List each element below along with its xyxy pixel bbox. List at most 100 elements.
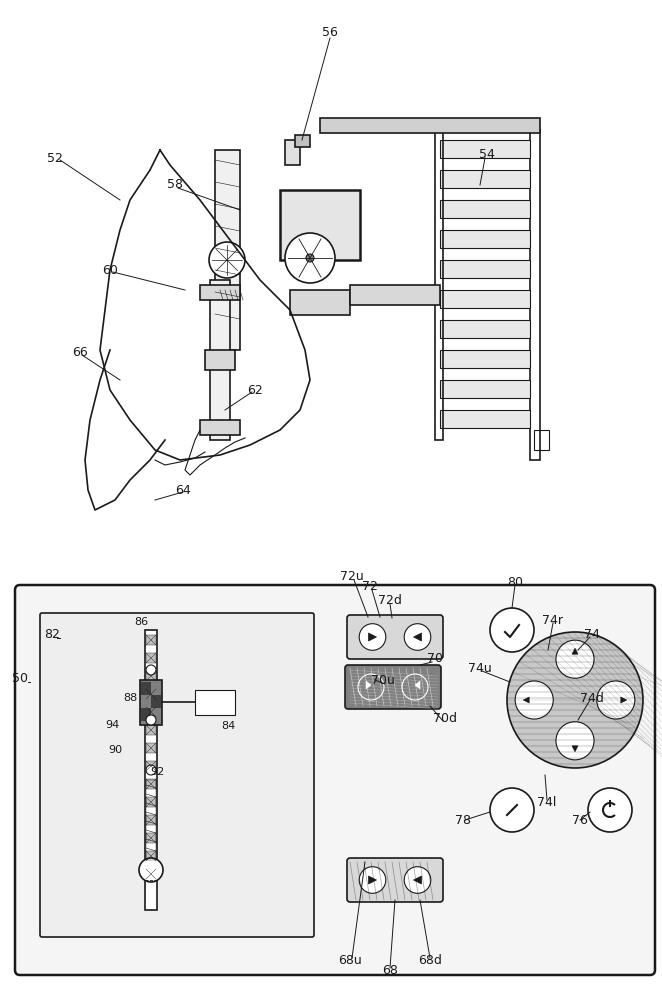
- Circle shape: [404, 624, 431, 650]
- Text: 68u: 68u: [338, 954, 362, 966]
- Bar: [440, 170, 530, 188]
- Circle shape: [588, 788, 632, 832]
- Text: 52: 52: [47, 151, 63, 164]
- Circle shape: [359, 867, 386, 893]
- Circle shape: [306, 254, 314, 262]
- Bar: [146, 780, 156, 860]
- Circle shape: [515, 681, 553, 719]
- Text: 70u: 70u: [371, 674, 395, 688]
- Bar: [146, 815, 156, 825]
- Text: 90: 90: [108, 745, 122, 755]
- Text: 74: 74: [584, 629, 600, 642]
- Circle shape: [285, 233, 335, 283]
- Bar: [440, 320, 530, 338]
- Bar: [146, 779, 156, 789]
- Bar: [435, 130, 443, 440]
- Bar: [534, 430, 549, 450]
- Text: 74r: 74r: [542, 613, 563, 626]
- FancyBboxPatch shape: [15, 585, 655, 975]
- Bar: [146, 653, 156, 663]
- Text: 78: 78: [455, 814, 471, 826]
- Bar: [290, 290, 350, 315]
- Text: 72: 72: [362, 580, 378, 593]
- Bar: [140, 680, 162, 725]
- Bar: [141, 682, 151, 695]
- Text: 74u: 74u: [468, 662, 492, 676]
- Bar: [205, 350, 235, 370]
- Text: 74l: 74l: [538, 796, 557, 808]
- Text: 88: 88: [123, 693, 137, 703]
- Circle shape: [139, 858, 163, 882]
- Circle shape: [209, 242, 245, 278]
- Circle shape: [490, 788, 534, 832]
- Polygon shape: [415, 681, 420, 689]
- Bar: [200, 420, 240, 435]
- FancyBboxPatch shape: [40, 613, 314, 937]
- Text: 86: 86: [134, 617, 148, 627]
- Bar: [530, 130, 540, 460]
- Text: 62: 62: [247, 383, 263, 396]
- Circle shape: [507, 632, 643, 768]
- Bar: [151, 695, 161, 708]
- Text: 94: 94: [105, 720, 119, 730]
- Circle shape: [556, 640, 594, 678]
- Circle shape: [359, 624, 386, 650]
- Circle shape: [596, 681, 635, 719]
- Text: 68: 68: [382, 964, 398, 976]
- Text: 84: 84: [221, 721, 235, 731]
- Polygon shape: [572, 746, 578, 752]
- Bar: [440, 230, 530, 248]
- Bar: [146, 743, 156, 753]
- Text: 54: 54: [479, 148, 495, 161]
- FancyBboxPatch shape: [345, 665, 441, 709]
- Bar: [215, 150, 240, 350]
- FancyBboxPatch shape: [347, 615, 443, 659]
- Text: 50: 50: [12, 672, 28, 684]
- Bar: [195, 690, 235, 715]
- Text: 60: 60: [102, 263, 118, 276]
- Bar: [145, 630, 157, 910]
- Text: 92: 92: [150, 767, 164, 777]
- Bar: [146, 725, 156, 735]
- Polygon shape: [366, 681, 371, 689]
- Bar: [200, 285, 240, 300]
- Polygon shape: [621, 697, 627, 703]
- Text: 70: 70: [427, 652, 443, 666]
- Bar: [440, 260, 530, 278]
- Bar: [440, 200, 530, 218]
- Circle shape: [490, 608, 534, 652]
- Bar: [146, 833, 156, 843]
- Circle shape: [404, 867, 431, 893]
- Text: 80: 80: [507, 576, 523, 588]
- Bar: [146, 869, 156, 879]
- Bar: [146, 671, 156, 681]
- Circle shape: [146, 665, 156, 675]
- Bar: [285, 140, 300, 165]
- Bar: [440, 380, 530, 398]
- Bar: [280, 190, 360, 260]
- Bar: [295, 135, 310, 147]
- Text: 74d: 74d: [580, 692, 604, 704]
- Text: 70d: 70d: [433, 712, 457, 726]
- Text: 58: 58: [167, 178, 183, 192]
- Circle shape: [556, 722, 594, 760]
- Bar: [440, 290, 530, 308]
- Polygon shape: [369, 633, 377, 641]
- FancyBboxPatch shape: [347, 858, 443, 902]
- Polygon shape: [572, 648, 578, 654]
- Bar: [440, 410, 530, 428]
- Text: 82: 82: [44, 629, 60, 642]
- Polygon shape: [523, 697, 529, 703]
- Text: 64: 64: [175, 484, 191, 496]
- Text: 66: 66: [72, 346, 88, 359]
- Bar: [440, 140, 530, 158]
- Text: 76: 76: [572, 814, 588, 826]
- Bar: [146, 851, 156, 861]
- Circle shape: [146, 715, 156, 725]
- Text: 72u: 72u: [340, 570, 364, 584]
- Bar: [146, 761, 156, 771]
- Bar: [141, 708, 151, 721]
- Bar: [146, 797, 156, 807]
- Bar: [320, 118, 540, 133]
- Circle shape: [146, 765, 156, 775]
